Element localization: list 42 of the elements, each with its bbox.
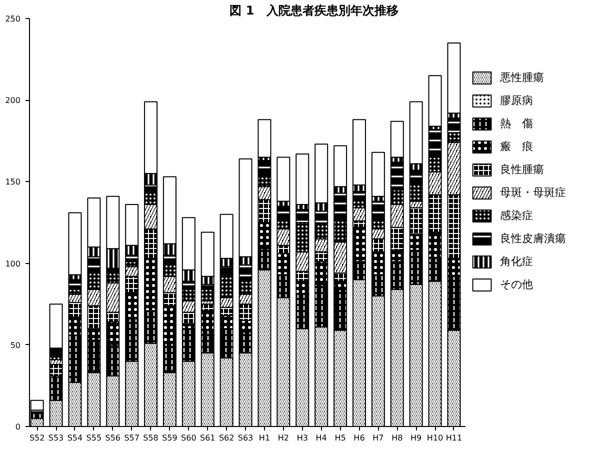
- y-tick-label: 0: [15, 422, 21, 432]
- y-tick-label: 100: [5, 259, 21, 268]
- x-tick-label: S53: [48, 434, 64, 442]
- legend-label: 感染症: [500, 208, 533, 223]
- x-tick-label: H5: [334, 434, 346, 442]
- y-tick-label: 200: [5, 96, 21, 106]
- x-tick-label: S57: [124, 434, 140, 442]
- x-tick-label: H4: [316, 434, 327, 442]
- bar: [428, 75, 442, 127]
- legend-label: 角化症: [500, 254, 533, 269]
- legend-label: その他: [500, 277, 533, 292]
- x-tick-label: H6: [354, 434, 365, 442]
- x-tick-label: S60: [181, 434, 196, 442]
- legend-label: 母斑・母斑症: [500, 185, 566, 200]
- x-tick-label: H1: [258, 434, 270, 442]
- x-tick-label: S55: [86, 434, 102, 442]
- x-tick-label: S62: [218, 434, 234, 442]
- x-tick-label: S63: [238, 434, 254, 442]
- legend-label: 良性腫瘍: [500, 162, 544, 177]
- legend-label: 瘢 痕: [500, 139, 533, 154]
- x-tick-label: H2: [278, 434, 289, 442]
- legend-label: 良性皮膚潰瘍: [500, 231, 566, 246]
- x-tick-label: S54: [67, 434, 83, 442]
- x-tick-label: H10: [426, 434, 444, 442]
- x-tick-label: S52: [29, 434, 45, 442]
- x-tick-label: S61: [200, 434, 216, 442]
- bar: [258, 119, 272, 158]
- x-tick-label: S59: [162, 434, 178, 442]
- x-tick-label: S58: [143, 434, 158, 442]
- y-tick-label: 150: [5, 178, 21, 187]
- x-tick-label: H8: [392, 434, 403, 442]
- x-tick-label: H3: [296, 434, 308, 442]
- legend-label: 熱 傷: [500, 116, 533, 131]
- y-tick-label: 50: [10, 340, 21, 350]
- x-tick-label: H9: [410, 434, 422, 442]
- legend-label: 悪性腫瘍: [500, 70, 544, 85]
- legend-label: 膠原病: [500, 93, 533, 108]
- x-tick-label: H11: [446, 434, 462, 442]
- y-tick-label: 250: [5, 14, 21, 24]
- x-tick-label: S56: [105, 434, 121, 442]
- x-tick-label: H7: [372, 434, 384, 442]
- chart-title: 図 1 入院患者疾患別年次推移: [230, 4, 398, 18]
